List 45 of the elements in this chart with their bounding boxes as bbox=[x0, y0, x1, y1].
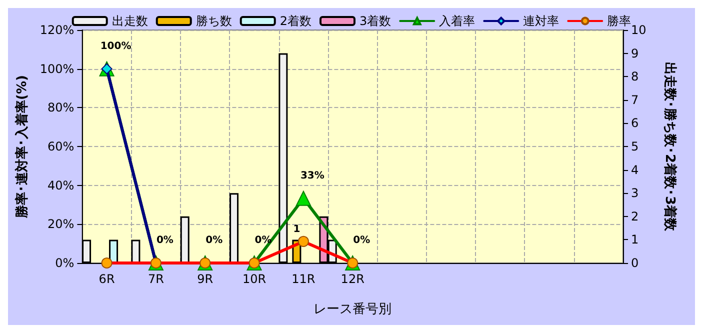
y-tick-label: 80% bbox=[48, 100, 74, 115]
legend-label: 3着数 bbox=[360, 14, 392, 28]
data-label: 33% bbox=[300, 170, 324, 182]
y-tick-label: 40% bbox=[48, 178, 74, 192]
y-tick-label: 20% bbox=[48, 217, 74, 232]
data-label: 0% bbox=[156, 235, 174, 246]
y2-tick-label: 4 bbox=[631, 162, 639, 177]
y-tick-label: 0% bbox=[55, 256, 74, 270]
data-label: 0% bbox=[206, 235, 223, 246]
x-tick-label: 11R bbox=[292, 272, 316, 286]
bar bbox=[180, 216, 190, 263]
data-label: 1 bbox=[293, 224, 300, 236]
legend-label: 勝ち数 bbox=[196, 14, 232, 28]
x-tick-label: 10R bbox=[242, 272, 266, 286]
legend-label: 出走数 bbox=[112, 14, 148, 28]
y2-tick-label: 0 bbox=[631, 256, 639, 270]
legend-label: 入着率 bbox=[439, 14, 476, 28]
x-tick-label: 12R bbox=[340, 272, 364, 286]
y2-tick-label: 10 bbox=[631, 23, 646, 37]
legend-label: 勝率 bbox=[607, 14, 632, 28]
legend-label: 2着数 bbox=[280, 14, 312, 28]
y2-axis-title: 出走数･勝ち数･2着数･3着数 bbox=[662, 62, 678, 232]
x-tick-label: 9R bbox=[197, 272, 214, 286]
y2-tick-label: 8 bbox=[631, 70, 639, 84]
y2-tick-label: 7 bbox=[631, 92, 639, 107]
y-tick-label: 100% bbox=[40, 62, 74, 76]
x-axis-title: レース番号別 bbox=[314, 302, 392, 317]
legend-label: 連対率 bbox=[523, 14, 560, 28]
bar bbox=[109, 240, 118, 263]
y2-tick-label: 6 bbox=[631, 116, 639, 130]
bar bbox=[230, 193, 239, 263]
y2-tick-label: 3 bbox=[631, 186, 639, 200]
y2-tick-label: 2 bbox=[631, 209, 639, 224]
y-tick-label: 120% bbox=[40, 23, 74, 37]
data-label: 0% bbox=[353, 235, 370, 246]
y2-tick-label: 9 bbox=[631, 46, 639, 60]
y2-tick-label: 5 bbox=[631, 140, 639, 154]
bar bbox=[131, 240, 140, 263]
y-axis-title: 勝率･連対率･入着率(%) bbox=[14, 75, 30, 219]
point bbox=[296, 190, 311, 206]
x-tick-label: 6R bbox=[98, 272, 115, 286]
y2-tick-label: 1 bbox=[631, 232, 639, 247]
data-label: 100% bbox=[100, 40, 132, 52]
x-tick-label: 7R bbox=[148, 272, 164, 286]
y-tick-label: 60% bbox=[48, 140, 74, 154]
